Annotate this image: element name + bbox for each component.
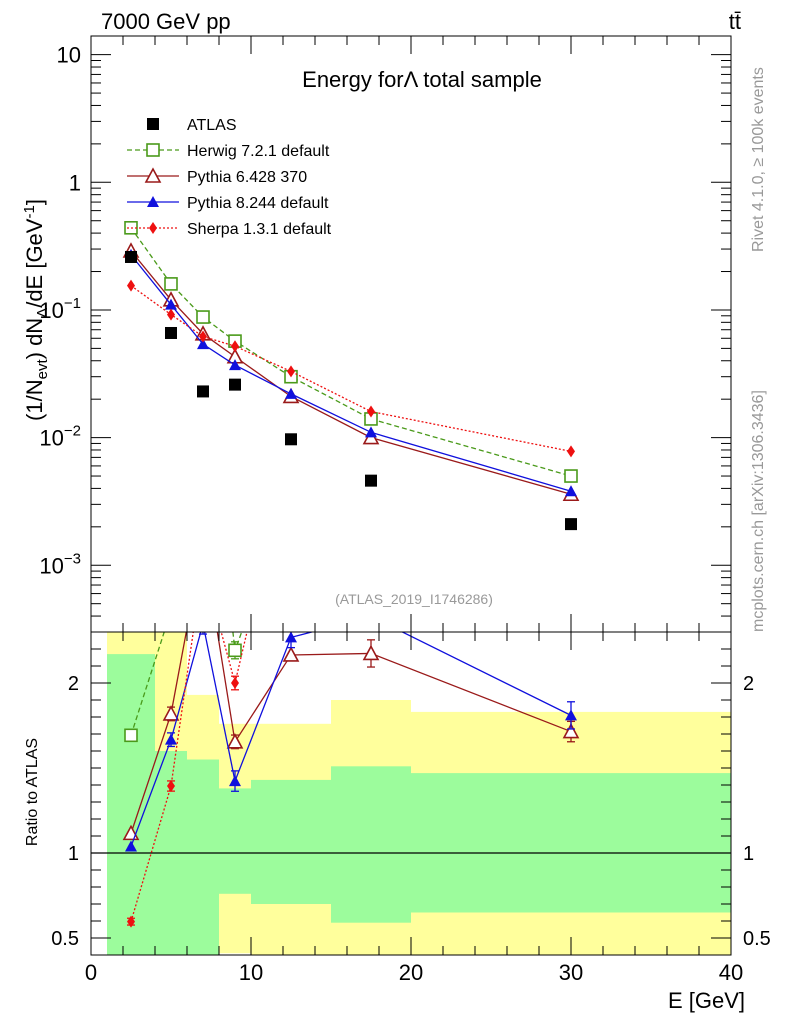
- series-3-point-4: [287, 365, 295, 378]
- ratio-0-point-5: [365, 500, 377, 512]
- series-line-2: [130, 254, 572, 492]
- x-tick-label-3: 30: [559, 960, 583, 985]
- ratio-2-point-5: [365, 610, 377, 621]
- legend-marker-2: [144, 167, 162, 183]
- series-3-point-2: [199, 330, 207, 343]
- ratio-1-point-2: [196, 536, 210, 549]
- data-point-6: [565, 518, 577, 531]
- ratio-2-point-4: [285, 632, 297, 643]
- legend-marker-1: [146, 143, 160, 157]
- ratio-1-point-1: [162, 705, 180, 721]
- series-2-point-6: [565, 485, 577, 497]
- series-0-point-2: [196, 310, 210, 324]
- ratio-y-axis-label: Ratio to ATLAS: [24, 738, 41, 846]
- legend-marker-3: [147, 196, 159, 207]
- data-point-2: [197, 385, 209, 398]
- ratio-3-point-0: [127, 915, 135, 928]
- legend-label-0: ATLAS: [187, 117, 237, 134]
- y-tick-label-2: 10−1: [39, 295, 81, 323]
- ratio-1-point-3: [226, 733, 244, 749]
- source-label: mcplots.cern.ch [arXiv:1306.3436]: [750, 390, 767, 632]
- band-inner-3: [219, 788, 251, 894]
- series-0-point-1: [164, 277, 178, 291]
- ratio-curves: [122, 367, 580, 928]
- series-2-point-1: [165, 298, 177, 310]
- ratio-3-point-6: [567, 386, 575, 398]
- y-axis-label: (1/Nevt) dNΛ/dE [GeV-1]: [21, 199, 51, 421]
- chart-title: Energy forΛ total sample: [302, 67, 542, 92]
- x-tick-label-1: 10: [239, 960, 263, 985]
- ratio-2-point-6: [565, 709, 577, 721]
- ratio-0-point-2: [197, 367, 209, 379]
- series-3-point-3: [231, 340, 239, 353]
- main-curves: [122, 221, 580, 531]
- energy-label: 7000 GeV pp: [101, 9, 231, 34]
- band-inner-2: [187, 759, 219, 955]
- process-label: tt̄: [729, 9, 741, 34]
- ratio-bands: [91, 632, 731, 955]
- ratio-3-point-3: [231, 677, 239, 689]
- analysis-tag: (ATLAS_2019_I1746286): [335, 591, 493, 607]
- ratio-1-point-5: [362, 644, 380, 661]
- data-point-3: [229, 378, 241, 391]
- ratio-tick-label-left-2: 2: [68, 673, 79, 695]
- band-inner-0: [107, 654, 155, 955]
- series-3-point-0: [127, 279, 135, 292]
- ratio-3-point-1: [167, 780, 175, 793]
- ratio-tick-label-right-0: 0.5: [743, 928, 771, 950]
- series-2-point-5: [365, 426, 377, 438]
- ratio-1-point-4: [282, 646, 300, 662]
- ratio-0-point-0: [124, 728, 138, 743]
- legend-marker-0: [147, 118, 159, 130]
- band-inner-6: [411, 773, 731, 913]
- ratio-tick-label-right-2: 2: [743, 673, 754, 695]
- legend-label-2: Pythia 6.428 370: [187, 169, 307, 186]
- data-point-4: [285, 433, 297, 446]
- data-point-5: [365, 474, 377, 487]
- y-tick-label-0: 10: [57, 43, 81, 68]
- series-3-point-5: [367, 405, 375, 418]
- x-tick-label-0: 0: [85, 960, 97, 985]
- ratio-tick-label-left-1: 1: [68, 843, 79, 865]
- ratio-2-point-3: [229, 775, 241, 787]
- ratio-1-point-6: [562, 722, 580, 739]
- legend-label-4: Sherpa 1.3.1 default: [187, 221, 332, 238]
- legend-marker-4: [149, 222, 157, 234]
- y-tick-label-4: 10−3: [39, 550, 81, 578]
- ratio-2-point-2: [197, 618, 209, 629]
- series-2-point-2: [197, 338, 209, 350]
- x-tick-label-2: 20: [399, 960, 423, 985]
- rivet-version-label: Rivet 4.1.0, ≥ 100k events: [750, 67, 767, 252]
- data-point-1: [165, 326, 177, 339]
- ratio-tick-label-right-1: 1: [743, 843, 754, 865]
- ratio-0-point-4: [285, 491, 297, 503]
- legend-label-1: Herwig 7.2.1 default: [187, 143, 330, 160]
- series-0-point-6: [564, 469, 578, 483]
- series-3-point-6: [567, 445, 575, 458]
- series-2-point-3: [229, 359, 241, 371]
- y-tick-label-3: 10−2: [39, 423, 81, 451]
- band-inner-4: [251, 779, 331, 904]
- data-point-0: [125, 250, 137, 263]
- ratio-0-point-1: [165, 605, 177, 617]
- series-2-point-4: [285, 387, 297, 399]
- legend-label-3: Pythia 8.244 default: [187, 195, 329, 212]
- ratio-2-point-1: [165, 733, 177, 745]
- x-axis-label: E [GeV]: [668, 988, 745, 1013]
- x-tick-label-4: 40: [719, 960, 743, 985]
- ratio-3-point-2: [199, 559, 207, 571]
- ratio-2-point-0: [125, 840, 137, 852]
- y-tick-label-1: 1: [69, 170, 81, 195]
- ratio-0-point-3: [228, 643, 242, 658]
- series-3-point-1: [167, 308, 175, 321]
- ratio-tick-label-left-0: 0.5: [51, 928, 79, 950]
- band-inner-5: [331, 766, 411, 923]
- legend: ATLAS Herwig 7.2.1 default Pythia 6.428 37…: [127, 117, 332, 238]
